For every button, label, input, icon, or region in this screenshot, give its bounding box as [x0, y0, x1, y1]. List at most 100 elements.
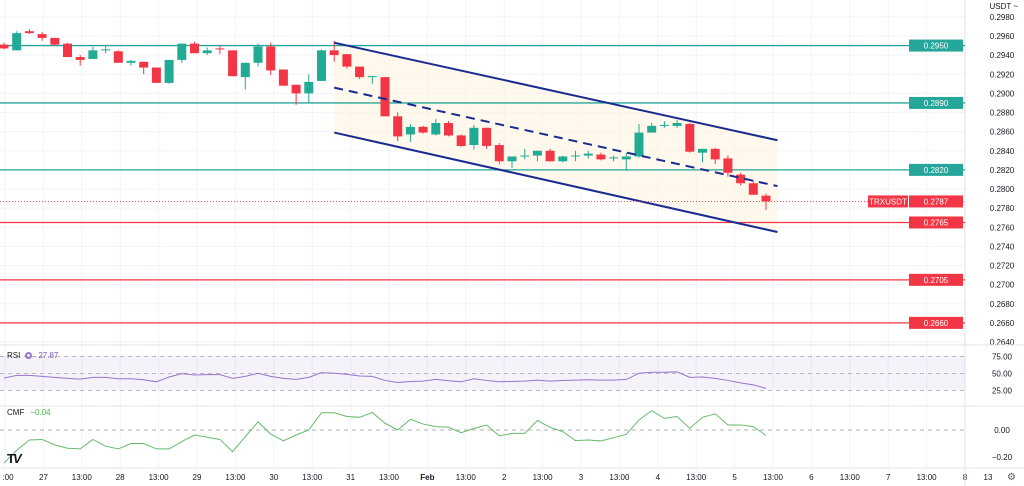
- rsi-axis-label: 25.00: [992, 386, 1013, 395]
- level-tag: [909, 39, 963, 52]
- price-axis-label: 0.2720: [990, 262, 1015, 271]
- candle-body: [634, 132, 644, 157]
- candle-body: [418, 126, 428, 133]
- candle: [482, 127, 492, 149]
- candle-body: [748, 183, 758, 195]
- price-axis-label: 0.2920: [990, 70, 1015, 79]
- candle-body: [342, 54, 352, 67]
- rsi-line: [3, 371, 767, 389]
- time-axis-label: 13:00: [379, 473, 400, 482]
- level-tag-label: 0.2765: [924, 218, 949, 227]
- candle-body: [583, 153, 593, 156]
- cmf-line: [3, 410, 767, 464]
- candle: [748, 180, 758, 195]
- candle: [0, 42, 9, 50]
- candle: [228, 50, 238, 77]
- candle-body: [405, 126, 415, 135]
- symbol-tag-label: TRXUSDT: [869, 197, 907, 206]
- candle: [75, 55, 85, 66]
- candle-body: [355, 66, 365, 78]
- price-axis-label: 0.2640: [990, 338, 1015, 347]
- price-axis-label: 0.2780: [990, 204, 1015, 213]
- candle-body: [469, 127, 479, 146]
- candle: [190, 41, 199, 54]
- candle-body: [329, 50, 339, 56]
- time-axis-label: 6: [809, 473, 814, 482]
- price-axis-label: 0.2840: [990, 147, 1015, 156]
- currency-selector[interactable]: USDT ~: [989, 2, 1018, 11]
- candle: [101, 45, 111, 54]
- candle: [494, 143, 504, 165]
- cmf-legend: CMF −0.04: [7, 408, 51, 417]
- candle: [659, 121, 669, 128]
- candle: [50, 37, 60, 46]
- candle-body: [291, 84, 301, 94]
- candle: [355, 66, 365, 80]
- candle: [317, 49, 326, 81]
- candle: [634, 123, 644, 158]
- candle-body: [736, 174, 746, 184]
- candle-body: [266, 46, 276, 71]
- candle: [596, 152, 606, 161]
- price-axis-label: 0.2800: [990, 185, 1015, 194]
- candle: [723, 155, 733, 177]
- candle: [113, 50, 123, 63]
- candle: [342, 54, 352, 69]
- rsi-settings-icon[interactable]: [25, 352, 33, 359]
- candle: [558, 155, 568, 163]
- candle: [164, 59, 174, 84]
- cmf-label: CMF: [7, 408, 25, 417]
- channel-line-middle: [333, 86, 778, 188]
- candle-body: [367, 76, 377, 78]
- candle-body: [24, 31, 34, 34]
- candle-body: [659, 124, 669, 126]
- time-axis-label: 29: [193, 473, 202, 482]
- candle-body: [532, 150, 542, 156]
- candle: [761, 193, 771, 211]
- price-axis-label: 0.2660: [990, 319, 1015, 328]
- time-axis-label: 4: [656, 473, 661, 482]
- candle-body: [431, 123, 441, 135]
- candle: [240, 62, 250, 90]
- candle: [215, 45, 225, 55]
- level-tag-label: 0.2820: [924, 166, 949, 175]
- price-axis-label: 0.2940: [990, 51, 1015, 60]
- candle: [126, 59, 136, 66]
- candle: [177, 43, 187, 63]
- price-axis-label: 0.2740: [990, 242, 1015, 251]
- time-axis-label: Feb: [420, 473, 434, 482]
- level-tag-label: 0.2890: [924, 99, 949, 108]
- time-axis-label: 31: [346, 473, 355, 482]
- time-axis-label: 13:00: [840, 473, 861, 482]
- candle-body: [63, 43, 72, 58]
- time-axis-label: 13:00: [456, 473, 477, 482]
- price-axis-label: 0.2680: [990, 300, 1015, 309]
- candle: [710, 147, 720, 165]
- candle-body: [202, 50, 212, 54]
- candle-body: [0, 44, 9, 49]
- candle-body: [317, 50, 326, 81]
- price-axis-label: 0.2820: [990, 166, 1015, 175]
- candle-body: [621, 156, 631, 160]
- candle: [405, 123, 415, 143]
- time-axis-label: :00: [2, 473, 14, 482]
- candle: [444, 121, 453, 137]
- candle: [367, 76, 377, 84]
- level-tag: [909, 216, 963, 229]
- price-axis-label: 0.2760: [990, 223, 1015, 232]
- time-axis-label: 13:00: [763, 473, 784, 482]
- time-axis-label: 13:00: [72, 473, 93, 482]
- candle: [37, 32, 47, 41]
- candle-body: [698, 148, 707, 153]
- gear-icon[interactable]: ⚙: [1007, 472, 1016, 483]
- candle-body: [139, 61, 149, 68]
- tradingview-logo[interactable]: TV: [7, 451, 22, 466]
- rsi-label: RSI: [7, 351, 21, 360]
- candle-body: [456, 135, 466, 146]
- cmf-axis-label: 0.00: [994, 426, 1010, 435]
- candle: [647, 123, 657, 133]
- channel-line-lower: [333, 131, 778, 234]
- candle-body: [88, 50, 98, 59]
- channel-line-upper: [333, 41, 778, 142]
